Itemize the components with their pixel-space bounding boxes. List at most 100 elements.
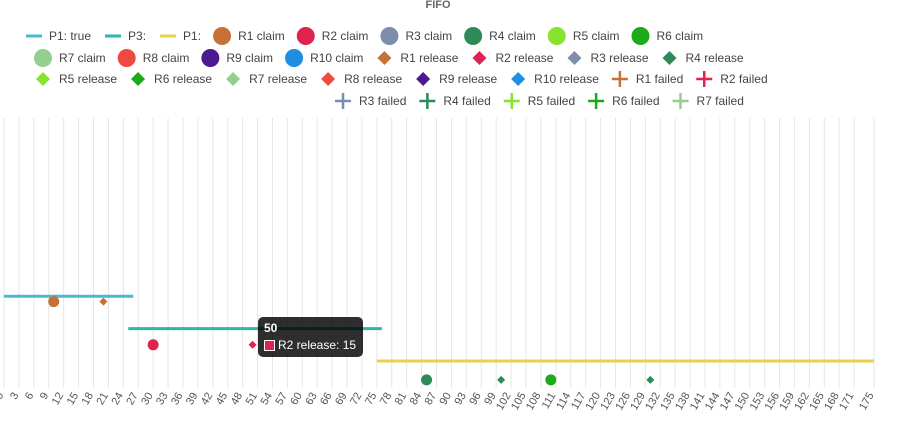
- x-tick-label: 12: [50, 391, 67, 408]
- x-tick-label: 93: [452, 391, 469, 408]
- legend-item-r3-claim[interactable]: R3 claim: [380, 27, 452, 45]
- legend-item-r7-claim[interactable]: R7 claim: [34, 49, 106, 67]
- chart-title: FIFO: [425, 0, 450, 11]
- legend-item-r4-failed[interactable]: R4 failed: [419, 93, 491, 109]
- legend-label-r10-claim: R10 claim: [310, 51, 363, 65]
- x-tick-label: 60: [288, 391, 305, 408]
- legend-marker-r9-claim: [201, 49, 220, 67]
- point-r1-claim: [48, 296, 60, 308]
- x-tick-label: 3: [8, 391, 21, 402]
- x-tick-label: 48: [229, 391, 246, 408]
- legend-item-r8-release[interactable]: R8 release: [321, 72, 402, 86]
- legend-marker-r3-failed: [335, 93, 351, 109]
- legend-item-r1-claim[interactable]: R1 claim: [213, 27, 285, 45]
- x-tick-label: 30: [139, 391, 156, 408]
- legend-label-p3: P3:: [128, 29, 146, 43]
- legend-item-r5-failed[interactable]: R5 failed: [503, 93, 575, 109]
- legend-label-r6-claim: R6 claim: [657, 29, 704, 43]
- legend-label-r7-failed: R7 failed: [697, 94, 744, 108]
- legend-item-r6-claim[interactable]: R6 claim: [631, 27, 704, 45]
- x-tick-label: 6: [23, 391, 36, 402]
- x-tick-label: 27: [124, 391, 141, 408]
- legend-item-r2-release[interactable]: R2 release: [472, 51, 554, 65]
- legend-label-r2-claim: R2 claim: [322, 29, 369, 43]
- legend-item-r5-claim[interactable]: R5 claim: [547, 27, 620, 45]
- legend-item-r1-release[interactable]: R1 release: [377, 51, 459, 65]
- legend-label-r9-release: R9 release: [439, 72, 497, 86]
- legend-label-r3-release: R3 release: [590, 51, 648, 65]
- legend-item-r2-failed[interactable]: R2 failed: [696, 71, 768, 87]
- legend-marker-r10-release: [511, 72, 526, 86]
- x-tick-label: 54: [259, 391, 276, 408]
- legend-item-r10-release[interactable]: R10 release: [511, 72, 599, 86]
- x-tick-label: 69: [333, 391, 350, 408]
- legend-marker-r4-claim: [464, 27, 483, 45]
- legend-label-r5-claim: R5 claim: [573, 29, 620, 43]
- legend-item-r5-release[interactable]: R5 release: [36, 72, 117, 86]
- x-tick-label: 75: [363, 391, 380, 408]
- legend-item-r2-claim[interactable]: R2 claim: [296, 27, 369, 45]
- point-r4-release: [497, 375, 506, 384]
- legend-item-r1-failed[interactable]: R1 failed: [611, 71, 683, 87]
- legend-item-r4-release[interactable]: R4 release: [662, 51, 744, 65]
- legend-marker-r1-failed: [611, 71, 628, 87]
- legend-item-p3[interactable]: P3:: [105, 29, 146, 43]
- legend-label-r6-release: R6 release: [154, 72, 212, 86]
- x-tick-label: 45: [214, 391, 231, 408]
- legend-item-r10-claim[interactable]: R10 claim: [285, 49, 363, 67]
- legend-item-r4-claim[interactable]: R4 claim: [464, 27, 536, 45]
- legend-label-r4-release: R4 release: [686, 51, 744, 65]
- legend-item-r7-failed[interactable]: R7 failed: [672, 93, 744, 109]
- legend-label-r9-claim: R9 claim: [226, 51, 273, 65]
- tooltip-label: R2 release: 15: [278, 338, 357, 352]
- legend-marker-r2-claim: [296, 27, 315, 45]
- tooltip: 50 R2 release: 15: [258, 317, 363, 357]
- legend-label-r3-failed: R3 failed: [359, 94, 406, 108]
- legend-label-r10-release: R10 release: [534, 72, 599, 86]
- legend-marker-r5-failed: [503, 93, 520, 109]
- legend-item-r9-release[interactable]: R9 release: [416, 72, 497, 86]
- x-tick-label: 24: [109, 391, 126, 408]
- legend-item-r6-failed[interactable]: R6 failed: [588, 93, 660, 109]
- line-series: [4, 294, 874, 363]
- legend-label-r4-failed: R4 failed: [443, 94, 490, 108]
- point-r4-claim: [421, 374, 433, 386]
- legend-item-r3-release[interactable]: R3 release: [567, 51, 649, 65]
- legend-marker-r6-failed: [588, 93, 605, 109]
- legend-label-r5-release: R5 release: [59, 72, 117, 86]
- x-axis-tick-labels: 0 3 6 9121518212427303336394245485154576063…: [0, 390, 877, 412]
- legend-marker-r6-claim: [631, 27, 650, 45]
- x-tick-label: 33: [154, 391, 171, 408]
- x-tick-label: 90: [438, 391, 455, 408]
- legend-item-r7-release[interactable]: R7 release: [226, 72, 307, 86]
- legend-item-r8-claim[interactable]: R8 claim: [117, 49, 190, 67]
- point-r4-release: [646, 375, 655, 384]
- x-tick-label: 171: [837, 391, 857, 413]
- legend-marker-r7-release: [226, 72, 241, 86]
- legend-item-p1[interactable]: P1:: [160, 29, 201, 43]
- legend-label-p1-true: P1: true: [49, 29, 91, 43]
- x-tick-label: 72: [348, 391, 365, 408]
- legend-marker-r7-claim: [34, 49, 52, 67]
- legend-marker-r1-claim: [213, 27, 232, 45]
- legend-item-p1-true[interactable]: P1: true: [26, 29, 91, 43]
- legend-item-r9-claim[interactable]: R9 claim: [201, 49, 273, 67]
- grid: [3, 118, 875, 388]
- legend-marker-r2-failed: [696, 71, 713, 87]
- x-tick-label: 87: [423, 391, 440, 408]
- legend-item-r6-release[interactable]: R6 release: [131, 72, 212, 86]
- legend-item-r3-failed[interactable]: R3 failed: [335, 93, 406, 109]
- legend-label-r8-claim: R8 claim: [143, 51, 190, 65]
- x-tick-label: 63: [303, 391, 320, 408]
- legend-marker-r9-release: [416, 72, 431, 86]
- legend-label-r5-failed: R5 failed: [528, 94, 575, 108]
- legend-label-r1-release: R1 release: [400, 51, 458, 65]
- x-tick-label: 39: [184, 391, 201, 408]
- legend-marker-r8-release: [321, 72, 336, 86]
- legend-marker-r4-failed: [419, 93, 436, 109]
- x-tick-label: 0: [0, 391, 7, 402]
- legend-marker-r5-claim: [547, 27, 566, 45]
- legend-marker-r7-failed: [672, 93, 689, 109]
- legend-marker-r5-release: [36, 72, 50, 86]
- point-r1-release: [99, 297, 108, 306]
